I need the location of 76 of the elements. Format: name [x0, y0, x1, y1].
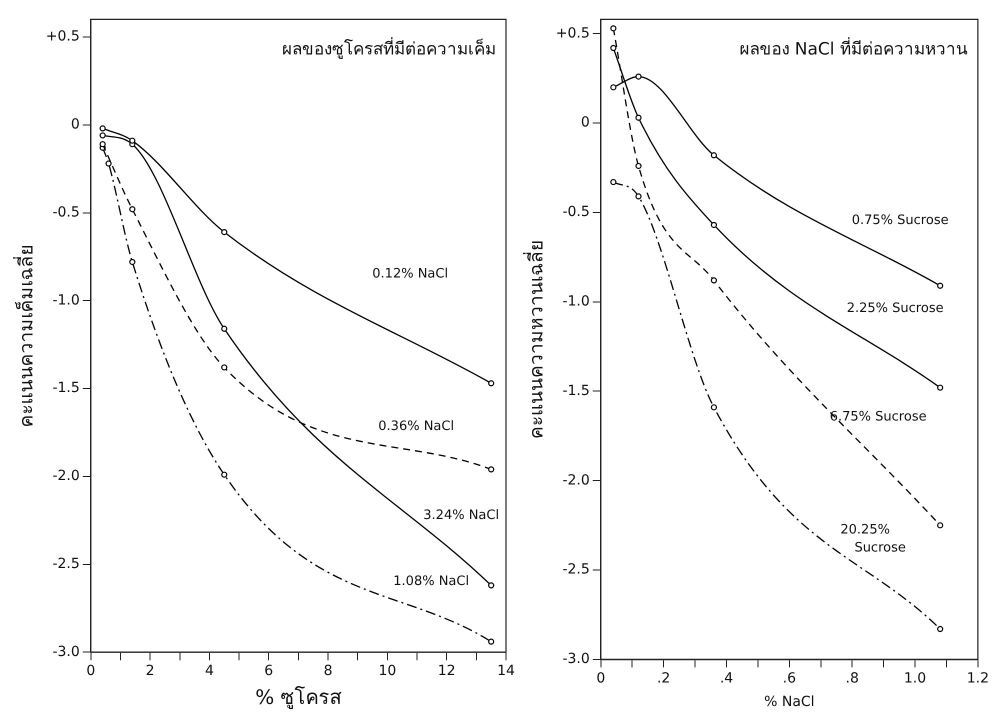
x-tick-label: 2 — [146, 663, 155, 680]
x-tick-label: 4 — [204, 663, 214, 680]
y-tick-label: +0.5 — [46, 28, 80, 45]
series-label: 20.25% Sucrose — [840, 522, 906, 556]
y-tick-label: -3.0 — [562, 651, 590, 668]
text: ผลของ NaCl ที่มีต่อความหวาน — [739, 36, 968, 60]
point — [635, 74, 642, 80]
y-tick-label: -2.5 — [52, 556, 80, 572]
point — [100, 141, 106, 148]
point — [100, 125, 106, 132]
point — [937, 282, 944, 289]
x-tick-label: 14 — [497, 663, 515, 680]
point — [221, 326, 228, 332]
x-tick-label: 1.0 — [904, 670, 926, 686]
point — [610, 25, 616, 32]
x-tick-label: .2 — [656, 670, 670, 686]
y-axis-title: คะแนนความเค็มเฉลี่ย — [12, 244, 38, 428]
point — [105, 160, 112, 167]
x-tick-label: 1.2 — [966, 670, 989, 686]
point — [129, 138, 136, 144]
point — [710, 152, 718, 158]
series-label: 0.36% NaCl — [378, 418, 454, 434]
point — [710, 404, 718, 410]
point — [100, 132, 106, 139]
x-tick-label: 12 — [438, 663, 456, 680]
x-tick-label: 0 — [596, 670, 606, 686]
point — [710, 222, 718, 228]
point — [610, 44, 616, 52]
point — [610, 84, 616, 90]
point — [610, 178, 616, 186]
x-axis-title: % ซูโครส — [255, 685, 342, 710]
point — [635, 162, 642, 170]
x-tick-label: .8 — [845, 670, 859, 686]
y-tick-label: -1.0 — [562, 294, 590, 310]
y-tick-label: -2.5 — [562, 562, 590, 578]
point — [488, 380, 494, 386]
y-tick-label: -1.0 — [52, 292, 80, 308]
y-tick-label: -0.5 — [52, 204, 80, 220]
series-label: 3.24% NaCl — [423, 508, 500, 523]
point — [488, 582, 494, 589]
text: ผลของซูโครสที่มีต่อความเค็ม — [282, 36, 496, 60]
series-label: 2.25% Sucrose — [846, 301, 944, 316]
point — [129, 206, 136, 212]
y-tick-label: -2.0 — [562, 472, 590, 488]
point — [221, 472, 228, 478]
point — [937, 522, 944, 528]
y-tick-label: -2.0 — [52, 468, 80, 484]
y-tick-label: +0.5 — [556, 25, 590, 42]
point — [635, 193, 642, 200]
point — [221, 228, 228, 236]
x-tick-label: .6 — [782, 670, 796, 686]
point — [710, 277, 718, 284]
y-tick-label: -3.0 — [52, 644, 80, 660]
y-tick-label: -1.5 — [52, 380, 80, 396]
point — [488, 638, 494, 645]
text: 0.12% NaCl — [372, 266, 448, 282]
point — [937, 384, 944, 391]
y-axis-title: คะแนนความหวานเฉลี่ย — [522, 240, 548, 439]
series-label: 0.75% Sucrose — [852, 213, 949, 228]
x-tick-label: 0 — [86, 663, 96, 680]
y-tick-label: -1.5 — [562, 382, 590, 399]
x-axis-title: % NaCl — [764, 694, 815, 710]
series-label: 1.08% NaCl — [393, 574, 470, 590]
y-tick-label: 0 — [70, 116, 80, 133]
x-tick-label: 8 — [324, 663, 333, 680]
point — [221, 364, 228, 371]
x-tick-label: 10 — [378, 663, 396, 680]
x-tick-label: 6 — [264, 663, 274, 680]
y-tick-label: -0.5 — [562, 204, 590, 220]
series-label: 6.75% Sucrose — [830, 410, 927, 425]
point — [488, 466, 494, 472]
x-tick-label: .4 — [720, 670, 734, 686]
y-tick-label: 0 — [580, 114, 590, 131]
point — [937, 626, 944, 632]
point — [129, 258, 136, 266]
point — [635, 114, 642, 121]
